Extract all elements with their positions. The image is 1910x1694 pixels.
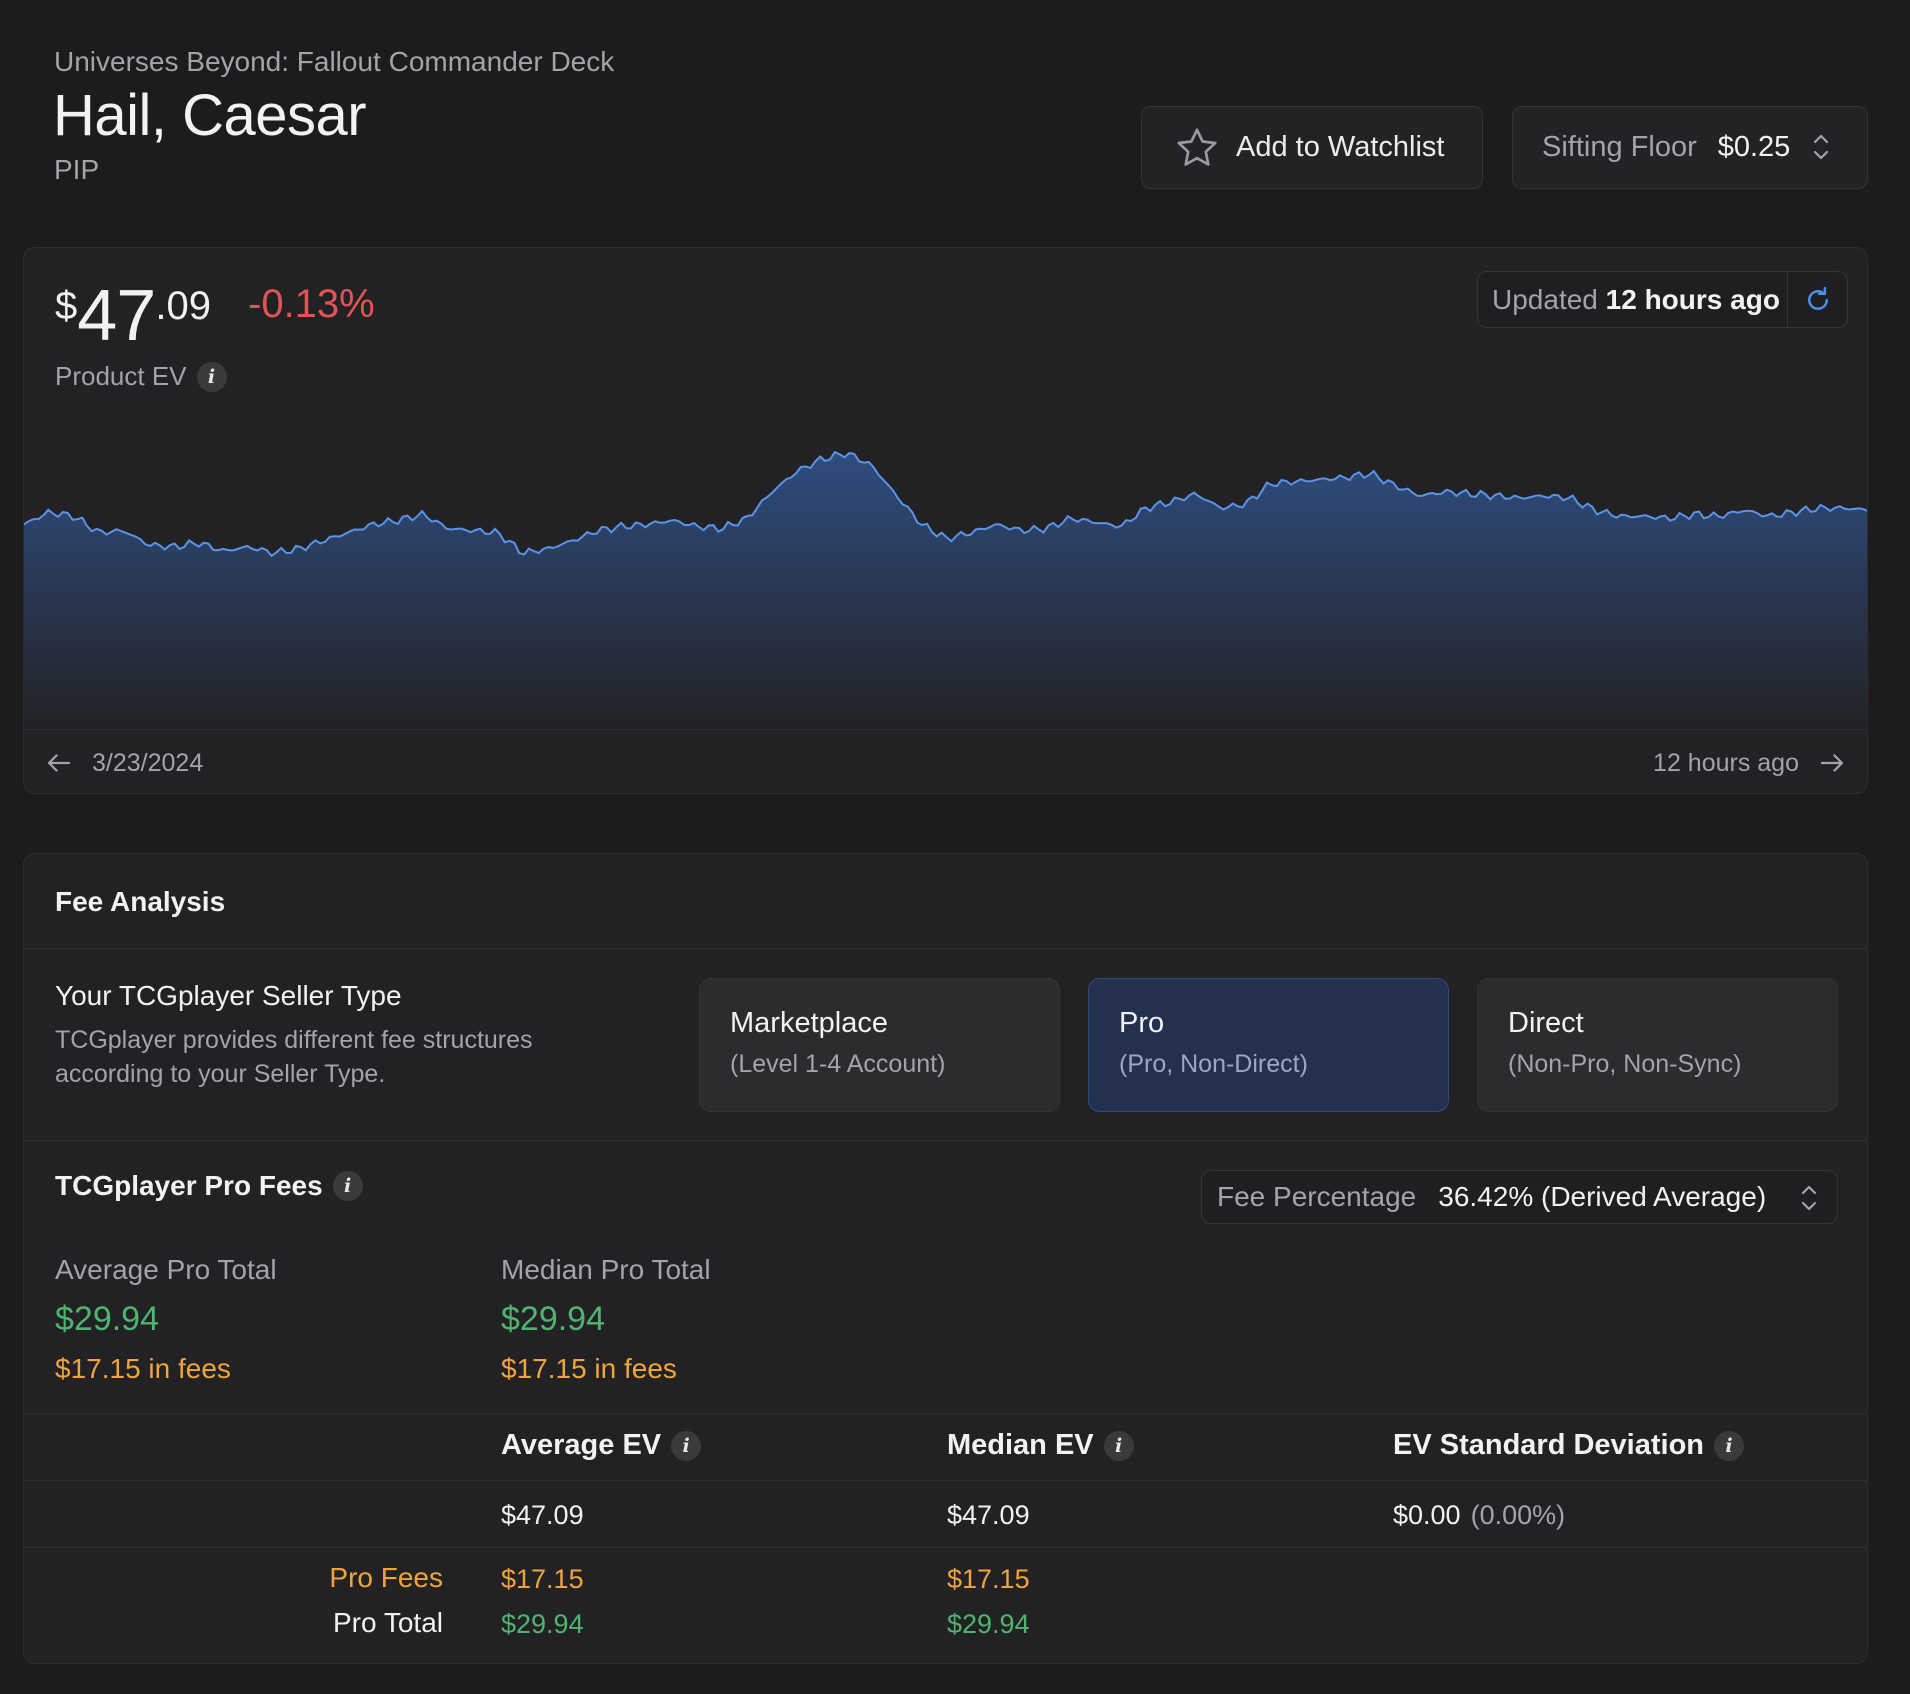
average-pro-total-label: Average Pro Total [55,1254,277,1285]
product-ev-text: Product EV [55,361,187,391]
info-icon[interactable]: i [671,1430,702,1461]
seller-option-marketplace[interactable]: Marketplace (Level 1-4 Account) [699,978,1060,1112]
average-pro-total-cell: $29.94 [501,1609,584,1639]
ev-std-dev-header-text: EV Standard Deviation [1393,1429,1705,1461]
price-decimal: .09 [155,284,211,328]
refresh-button[interactable] [1787,272,1847,327]
pro-fees-title: TCGplayer Pro Fees i [55,1170,363,1202]
median-pro-total-label: Median Pro Total [501,1254,711,1285]
info-icon[interactable]: i [1103,1430,1134,1461]
ev-std-dev-value: $0.00 (0.00%) [1393,1500,1565,1531]
median-pro-fees: $17.15 [947,1564,1030,1594]
info-icon[interactable]: i [196,361,227,392]
seller-option-sub: (Pro, Non-Direct) [1119,1050,1308,1078]
seller-option-pro[interactable]: Pro (Pro, Non-Direct) [1088,978,1449,1112]
chevron-up-down-icon [1799,1182,1819,1219]
median-pro-total-fees: $17.15 in fees [501,1353,677,1384]
seller-option-title: Marketplace [730,1007,888,1039]
range-start: 3/23/2024 [92,748,204,777]
add-to-watchlist-button[interactable]: Add to Watchlist [1141,106,1483,189]
star-icon [1177,127,1217,166]
seller-option-direct[interactable]: Direct (Non-Pro, Non-Sync) [1477,978,1838,1112]
arrow-right-icon [1820,754,1844,772]
median-pro-total: Median Pro Total $29.94 $17.15 in fees [501,1254,711,1385]
ev-std-dev-header: EV Standard Deviation i [1393,1429,1745,1462]
page-title: Hail, Caesar [53,83,367,148]
divider [24,1547,1867,1548]
ev-std-dev-amount: $0.00 [1393,1500,1461,1530]
divider [24,1480,1867,1481]
product-ev-label: Product EV i [55,361,227,392]
ev-price: $ 47 .09 [55,280,211,352]
updated-value: 12 hours ago [1605,283,1780,315]
ev-area-fill [24,452,1867,729]
seller-option-title: Pro [1119,1007,1165,1039]
average-ev-value: $47.09 [501,1500,584,1530]
average-pro-total-fees: $17.15 in fees [55,1353,231,1384]
watchlist-label: Add to Watchlist [1236,131,1445,163]
median-ev-header-text: Median EV [947,1429,1094,1461]
set-name: Universes Beyond: Fallout Commander Deck [54,46,615,77]
average-ev-header: Average EV i [501,1429,702,1462]
updated-text: Updated 12 hours ago [1478,284,1787,316]
median-pro-total-cell: $29.94 [947,1609,1030,1639]
arrow-left-icon [47,754,71,772]
info-icon[interactable]: i [1714,1430,1745,1461]
fee-analysis-header: Fee Analysis [24,854,1867,949]
pro-total-row-label: Pro Total [333,1607,443,1638]
info-icon[interactable]: i [332,1171,363,1201]
seller-option-sub: (Level 1-4 Account) [730,1050,946,1078]
seller-type-title: Your TCGplayer Seller Type [55,980,402,1011]
ev-area-chart[interactable] [24,248,1868,729]
fee-percentage-select[interactable]: Fee Percentage 36.42% (Derived Average) [1201,1170,1838,1224]
ev-chart-card: $ 47 .09 -0.13% Product EV i Updated 12 … [23,247,1868,794]
fee-analysis-card: Fee Analysis Your TCGplayer Seller Type … [23,853,1868,1664]
fee-percentage-label: Fee Percentage [1217,1181,1417,1212]
seller-option-sub: (Non-Pro, Non-Sync) [1508,1050,1742,1078]
divider [24,1413,1867,1414]
chart-range-footer: 3/23/2024 12 hours ago [24,729,1867,793]
sifting-floor-value: $0.25 [1717,131,1791,163]
pro-fees-title-text: TCGplayer Pro Fees [55,1170,323,1201]
sifting-floor-select[interactable]: Sifting Floor $0.25 [1512,106,1868,189]
ev-series-line [24,450,1867,558]
refresh-icon [1807,286,1828,310]
updated-status: Updated 12 hours ago [1477,271,1848,328]
fee-analysis-title: Fee Analysis [55,886,226,917]
median-ev-header: Median EV i [947,1429,1134,1462]
range-forward-button[interactable]: 12 hours ago [1653,748,1847,778]
median-pro-total-value: $29.94 [501,1300,605,1338]
price-change: -0.13% [248,282,375,326]
average-pro-total-value: $29.94 [55,1300,159,1338]
average-pro-total: Average Pro Total $29.94 $17.15 in fees [55,1254,277,1385]
chevron-up-down-icon [1811,131,1831,168]
seller-option-title: Direct [1508,1007,1584,1039]
fee-percentage-value: 36.42% (Derived Average) [1438,1181,1767,1212]
average-pro-fees: $17.15 [501,1564,584,1594]
divider [24,1140,1867,1141]
sifting-floor-label: Sifting Floor [1542,131,1697,163]
median-ev-value: $47.09 [947,1500,1030,1530]
range-end: 12 hours ago [1653,748,1799,777]
price-integer: 47 [77,276,156,356]
updated-prefix: Updated [1492,283,1598,315]
ev-std-dev-percent: (0.00%) [1470,1500,1566,1530]
average-ev-header-text: Average EV [501,1429,662,1461]
range-back-button[interactable]: 3/23/2024 [44,748,203,778]
set-code: PIP [54,154,100,185]
pro-fees-row-label: Pro Fees [329,1562,443,1593]
price-currency: $ [55,284,78,328]
seller-type-description: TCGplayer provides different fee structu… [55,1026,533,1088]
